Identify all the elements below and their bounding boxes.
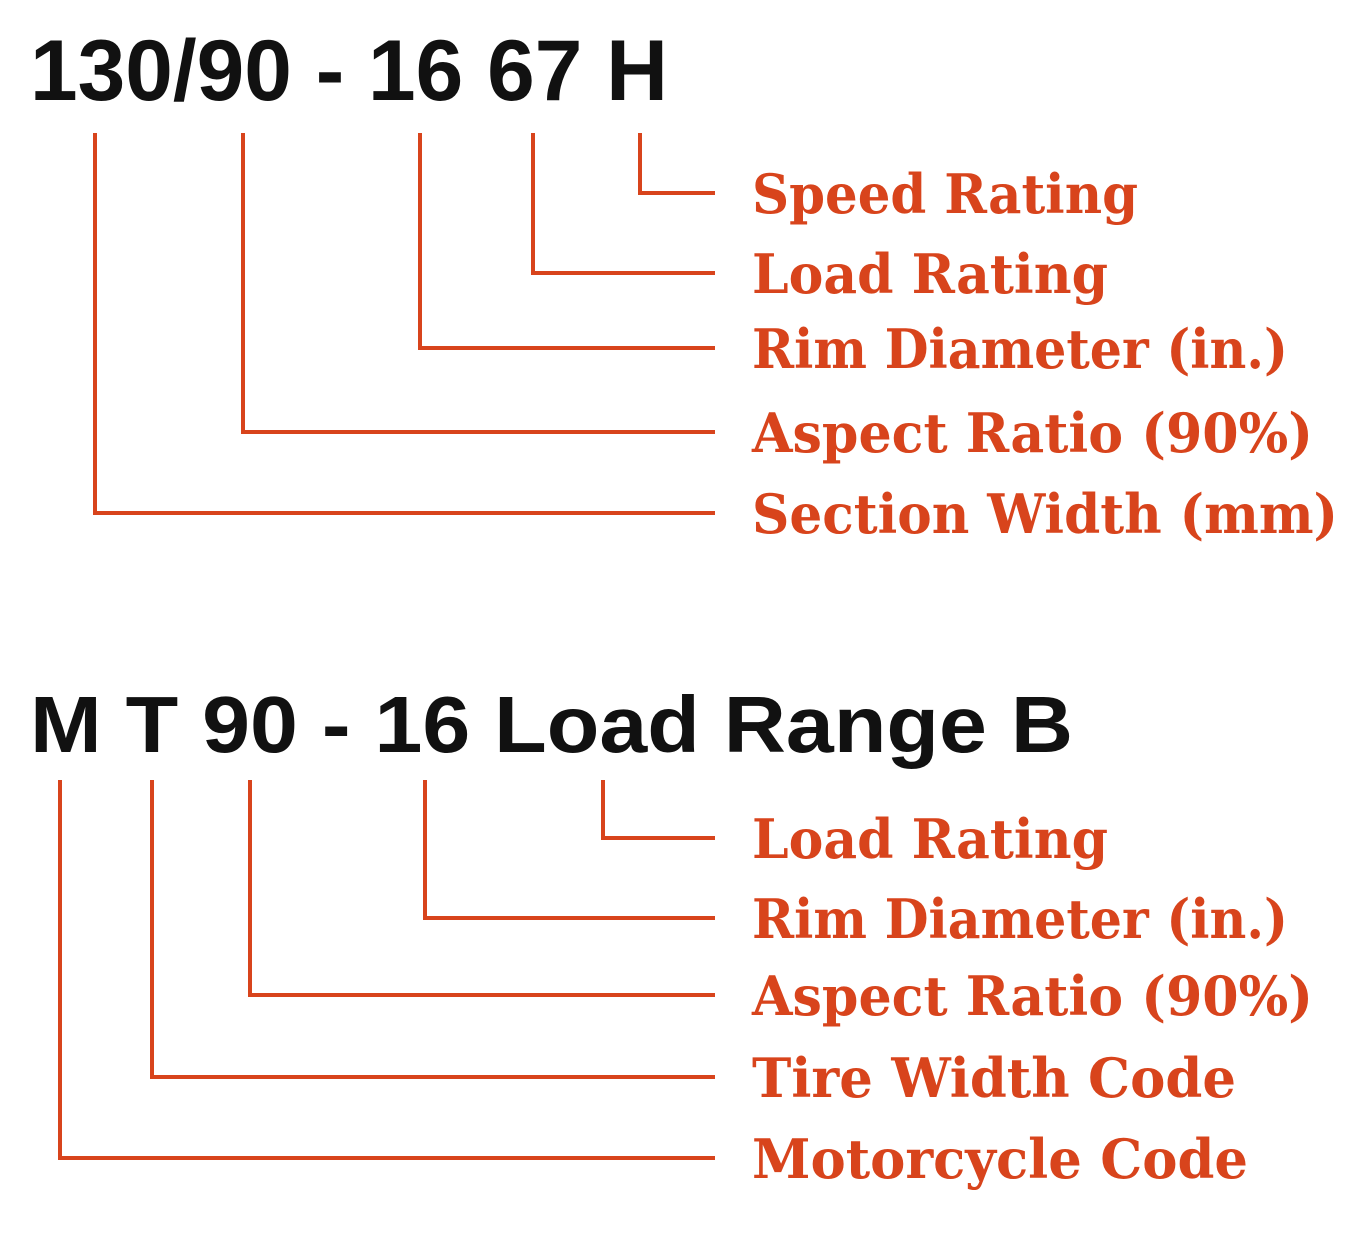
- leader-line: [531, 133, 715, 275]
- tire-code-group-2: M T 90 - 16 Load Range B Load Rating Rim D…: [30, 680, 1313, 1191]
- component-label: Rim Diameter (in.): [752, 887, 1288, 951]
- leader-line: [241, 133, 715, 434]
- component-label: Aspect Ratio (90%): [751, 401, 1313, 465]
- leader-line: [418, 133, 715, 350]
- component-label: Rim Diameter (in.): [752, 317, 1288, 381]
- leader-line: [638, 133, 715, 195]
- leader-line: [423, 780, 715, 920]
- tire-size-code: M T 90 - 16 Load Range B: [30, 680, 1073, 769]
- tire-code-group-1: 130/90 - 16 67 H Speed Rating Load Rating R…: [30, 23, 1338, 546]
- leader-line: [93, 133, 715, 515]
- component-label: Load Rating: [752, 807, 1108, 871]
- tire-size-code: 130/90 - 16 67 H: [30, 23, 668, 119]
- leader-line: [601, 780, 715, 840]
- component-label: Load Rating: [752, 242, 1108, 306]
- leader-line: [150, 780, 715, 1079]
- leader-line: [58, 780, 715, 1160]
- component-label: Aspect Ratio (90%): [751, 964, 1313, 1028]
- component-label: Section Width (mm): [752, 482, 1338, 546]
- component-label: Tire Width Code: [752, 1046, 1236, 1110]
- component-label: Motorcycle Code: [752, 1127, 1248, 1191]
- leader-line: [248, 780, 715, 997]
- component-label: Speed Rating: [752, 162, 1138, 226]
